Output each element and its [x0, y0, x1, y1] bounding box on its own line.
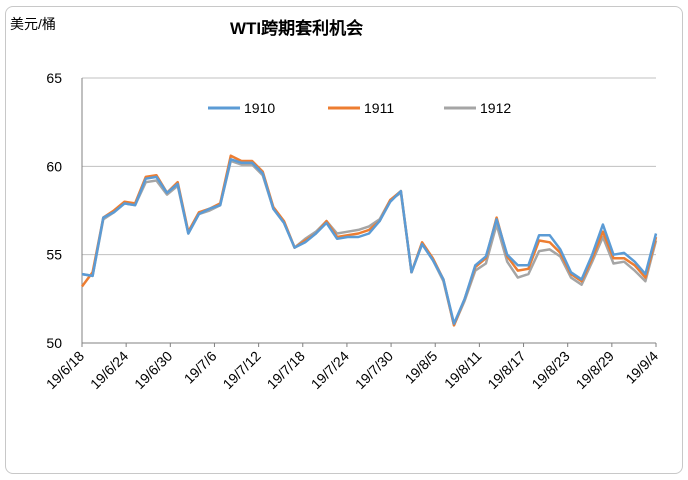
- chart-title: WTI跨期套利机会: [230, 19, 364, 38]
- legend-label-1912: 1912: [480, 100, 511, 116]
- series-line-1910: [81, 158, 658, 325]
- x-tick-label: 19/6/30: [131, 348, 175, 392]
- legend-label-1910: 1910: [244, 100, 275, 116]
- y-tick-label-55: 55: [46, 247, 62, 263]
- x-tick-label: 19/7/30: [352, 348, 396, 392]
- x-tick-label: 19/8/17: [484, 348, 528, 392]
- x-tick-label: 19/7/6: [181, 348, 220, 387]
- x-tick-label: 19/8/11: [441, 348, 485, 392]
- x-tick-label: 19/7/18: [264, 348, 308, 392]
- x-tick-label: 19/9/4: [622, 348, 661, 387]
- x-tick-label: 19/6/18: [43, 348, 87, 392]
- series-line-1912: [81, 159, 658, 327]
- chart-frame: [5, 6, 683, 474]
- x-tick-label: 19/7/24: [308, 348, 352, 392]
- y-tick-label-50: 50: [46, 335, 62, 351]
- x-tick-label: 19/7/12: [219, 348, 263, 392]
- x-tick-label: 19/8/23: [528, 348, 572, 392]
- x-tick-label: 19/8/29: [573, 348, 617, 392]
- x-tick-label: 19/6/24: [87, 348, 131, 392]
- y-axis-unit-label: 美元/桶: [10, 16, 56, 32]
- x-tick-label: 19/8/5: [402, 348, 441, 387]
- series-line-1911: [80, 154, 658, 327]
- y-tick-label-60: 60: [46, 158, 62, 174]
- legend-label-1911: 1911: [364, 100, 394, 116]
- y-tick-label-65: 65: [46, 70, 62, 86]
